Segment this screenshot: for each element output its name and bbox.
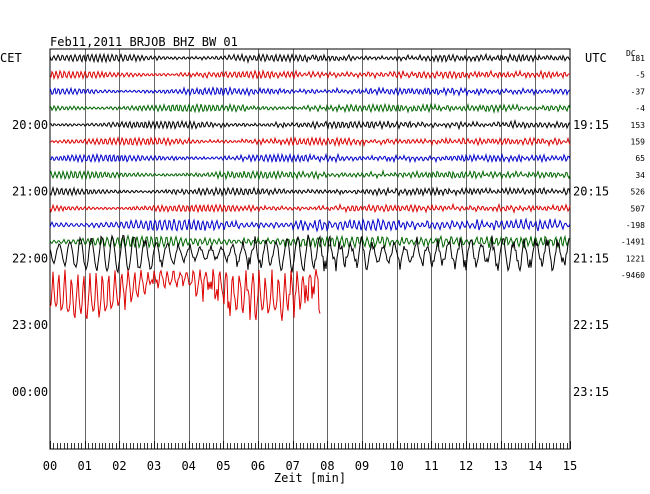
dc-offset-label: -4: [635, 104, 645, 113]
x-tick-label: 03: [147, 459, 161, 473]
hour-label-utc: 23:15: [573, 385, 609, 399]
dc-offset-label: 159: [631, 138, 646, 147]
dc-offset-label: -37: [631, 87, 646, 96]
hour-label-cet: 21:00: [12, 185, 48, 199]
hour-label-group: 20:00 21:00 22:00 23:00 00:00 19:15 20:15 21:15…: [12, 118, 609, 399]
dc-offset-label: 181: [631, 54, 646, 63]
chart-grid: [49, 48, 571, 450]
hour-label-utc: 19:15: [573, 118, 609, 132]
trace-line: [49, 69, 571, 81]
trace-line: [49, 269, 321, 321]
hour-label-cet: 20:00: [12, 118, 48, 132]
dc-offset-label: 34: [635, 171, 645, 180]
trace-line: [49, 234, 571, 275]
trace-line: [49, 217, 571, 233]
hour-label-cet: 23:00: [12, 318, 48, 332]
hour-label-utc: 21:15: [573, 251, 609, 265]
x-tick-label: 06: [251, 459, 265, 473]
x-axis: 00 01 02 03 04 05 06 07 08 09 10 11 12 13 14 15: [43, 441, 577, 473]
dc-offset-group: 181 -5 -37 -4 153 159 65 34 526 507 -198 -1491 1221 -…: [621, 54, 645, 280]
dc-label: DC: [626, 49, 636, 58]
trace-line: [49, 136, 571, 148]
dc-offset-label: 1221: [626, 254, 645, 263]
trace-line: [49, 119, 571, 131]
dc-offset-label: 526: [631, 188, 646, 197]
dc-offset-label: -9460: [621, 271, 645, 280]
trace-line: [49, 234, 571, 250]
x-tick-label: 02: [112, 459, 126, 473]
hour-label-cet: 22:00: [12, 251, 48, 265]
dc-offset-label: 153: [631, 121, 646, 130]
trace-line: [49, 52, 571, 64]
trace-group: [49, 52, 571, 321]
x-tick-label: 10: [389, 459, 403, 473]
dc-offset-label: -198: [626, 221, 645, 230]
trace-line: [49, 152, 571, 164]
hour-label-cet: 00:00: [12, 385, 48, 399]
x-tick-label: 14: [528, 459, 542, 473]
x-tick-label: 09: [355, 459, 369, 473]
x-tick-label: 13: [493, 459, 507, 473]
right-zone-label: UTC: [585, 51, 607, 65]
dc-offset-label: 65: [635, 154, 645, 163]
trace-line: [49, 185, 571, 198]
left-zone-label: CET: [0, 51, 22, 65]
dc-offset-label: -1491: [621, 238, 645, 247]
trace-line: [49, 102, 571, 114]
x-tick-label: 08: [320, 459, 334, 473]
x-tick-label: 04: [181, 459, 195, 473]
trace-line: [49, 169, 571, 181]
x-tick-label: 01: [77, 459, 91, 473]
x-tick-label: 15: [563, 459, 577, 473]
x-tick-label: 00: [43, 459, 57, 473]
x-tick-label: 07: [285, 459, 299, 473]
x-axis-label: Zeit [min]: [274, 471, 346, 485]
dc-offset-label: 507: [631, 204, 646, 213]
trace-line: [49, 202, 571, 214]
dc-offset-label: -5: [635, 71, 645, 80]
plot-frame: [49, 48, 571, 450]
chart-title: Feb11,2011 BRJOB BHZ BW 01: [50, 35, 238, 49]
x-tick-label: 11: [424, 459, 438, 473]
hour-label-utc: 22:15: [573, 318, 609, 332]
x-tick-label: 12: [459, 459, 473, 473]
x-tick-label: 05: [216, 459, 230, 473]
hour-label-utc: 20:15: [573, 185, 609, 199]
trace-line: [49, 85, 571, 98]
